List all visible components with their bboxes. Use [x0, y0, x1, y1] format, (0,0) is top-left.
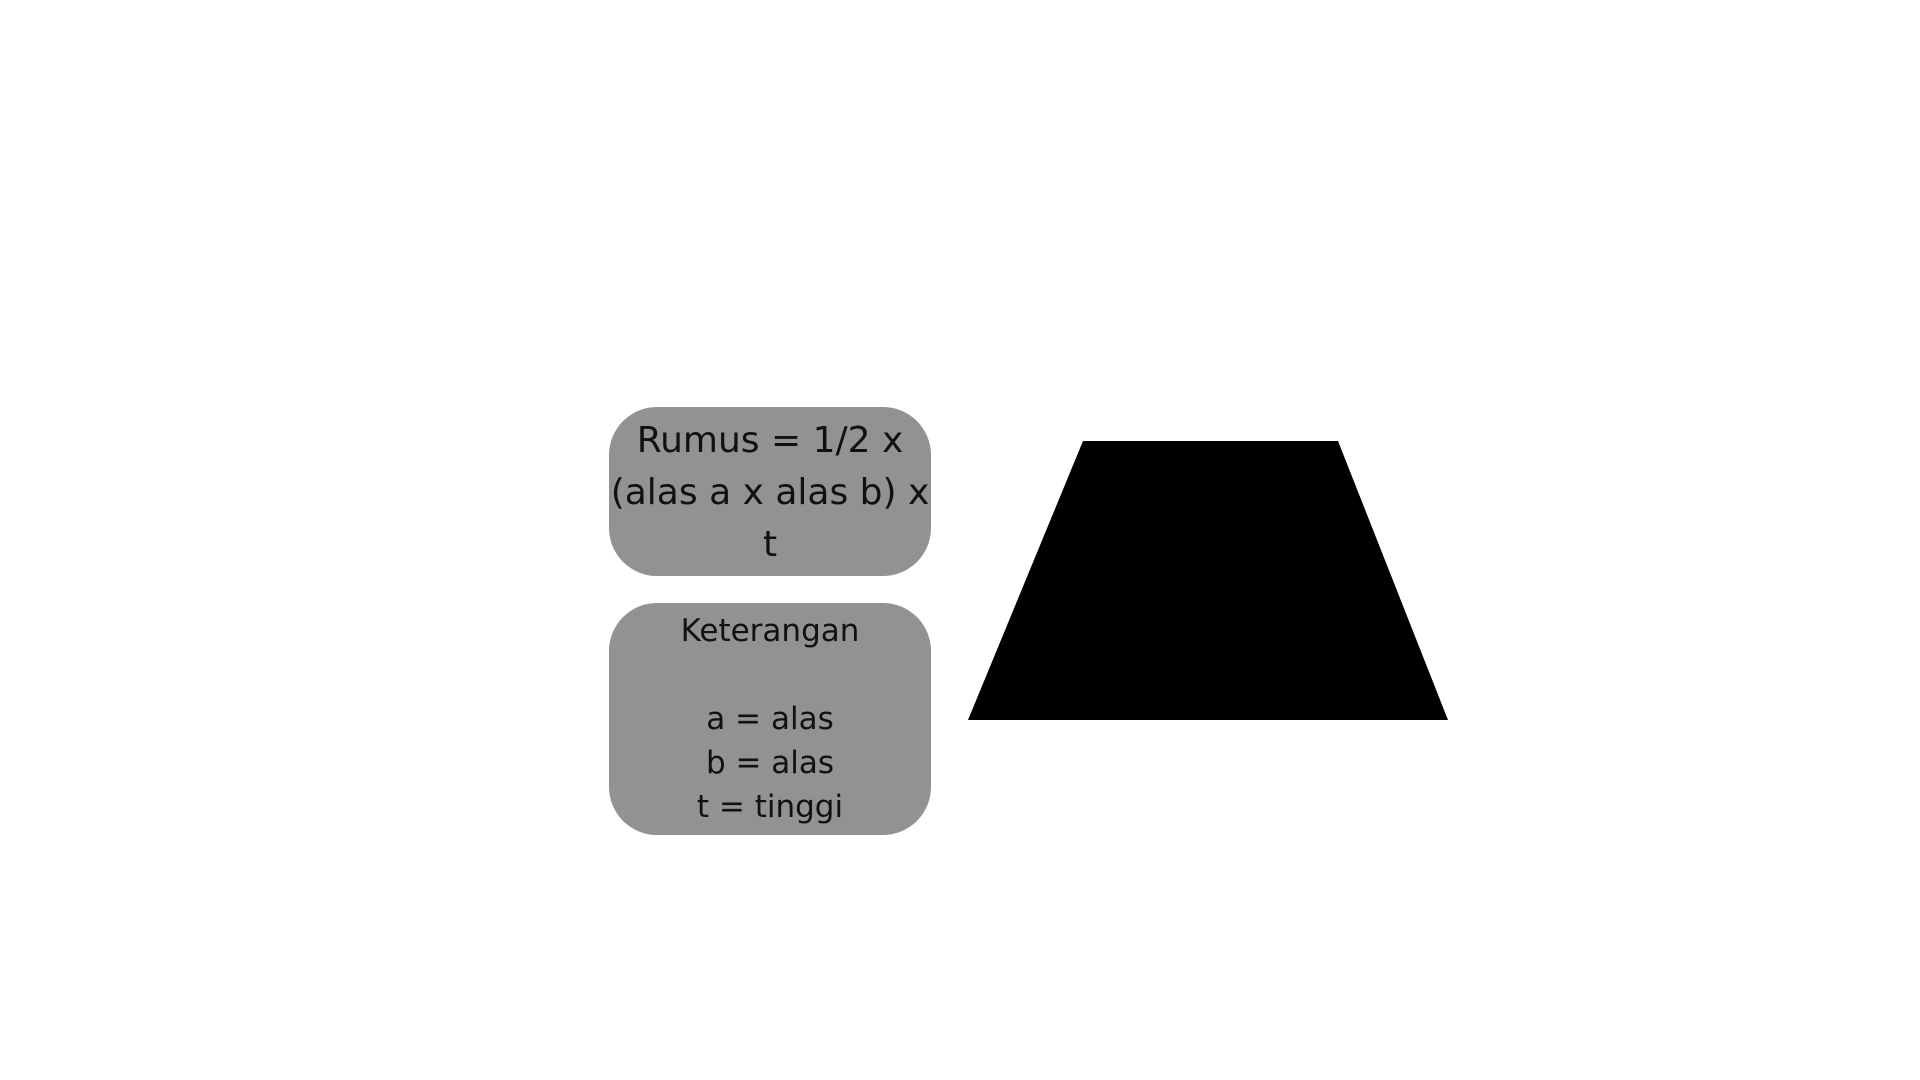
- formula-line-3: t: [762, 524, 778, 565]
- trapezoid-shape: [968, 441, 1448, 720]
- legend-item-a: a = alas: [706, 701, 834, 737]
- trapezoid-polygon: [968, 441, 1448, 720]
- legend-title: Keterangan: [680, 613, 860, 649]
- legend-item-t: t = tinggi: [696, 789, 844, 825]
- formula-line-1: Rumus = 1/2 x: [636, 420, 904, 461]
- formula-box: Rumus = 1/2 x (alas a x alas b) x t: [609, 407, 931, 576]
- legend-spacer: [609, 653, 931, 697]
- formula-line-2: (alas a x alas b) x: [610, 472, 930, 513]
- legend-item-b: b = alas: [705, 745, 835, 781]
- legend-box: Keterangan a = alas b = alas t = tinggi: [609, 603, 931, 835]
